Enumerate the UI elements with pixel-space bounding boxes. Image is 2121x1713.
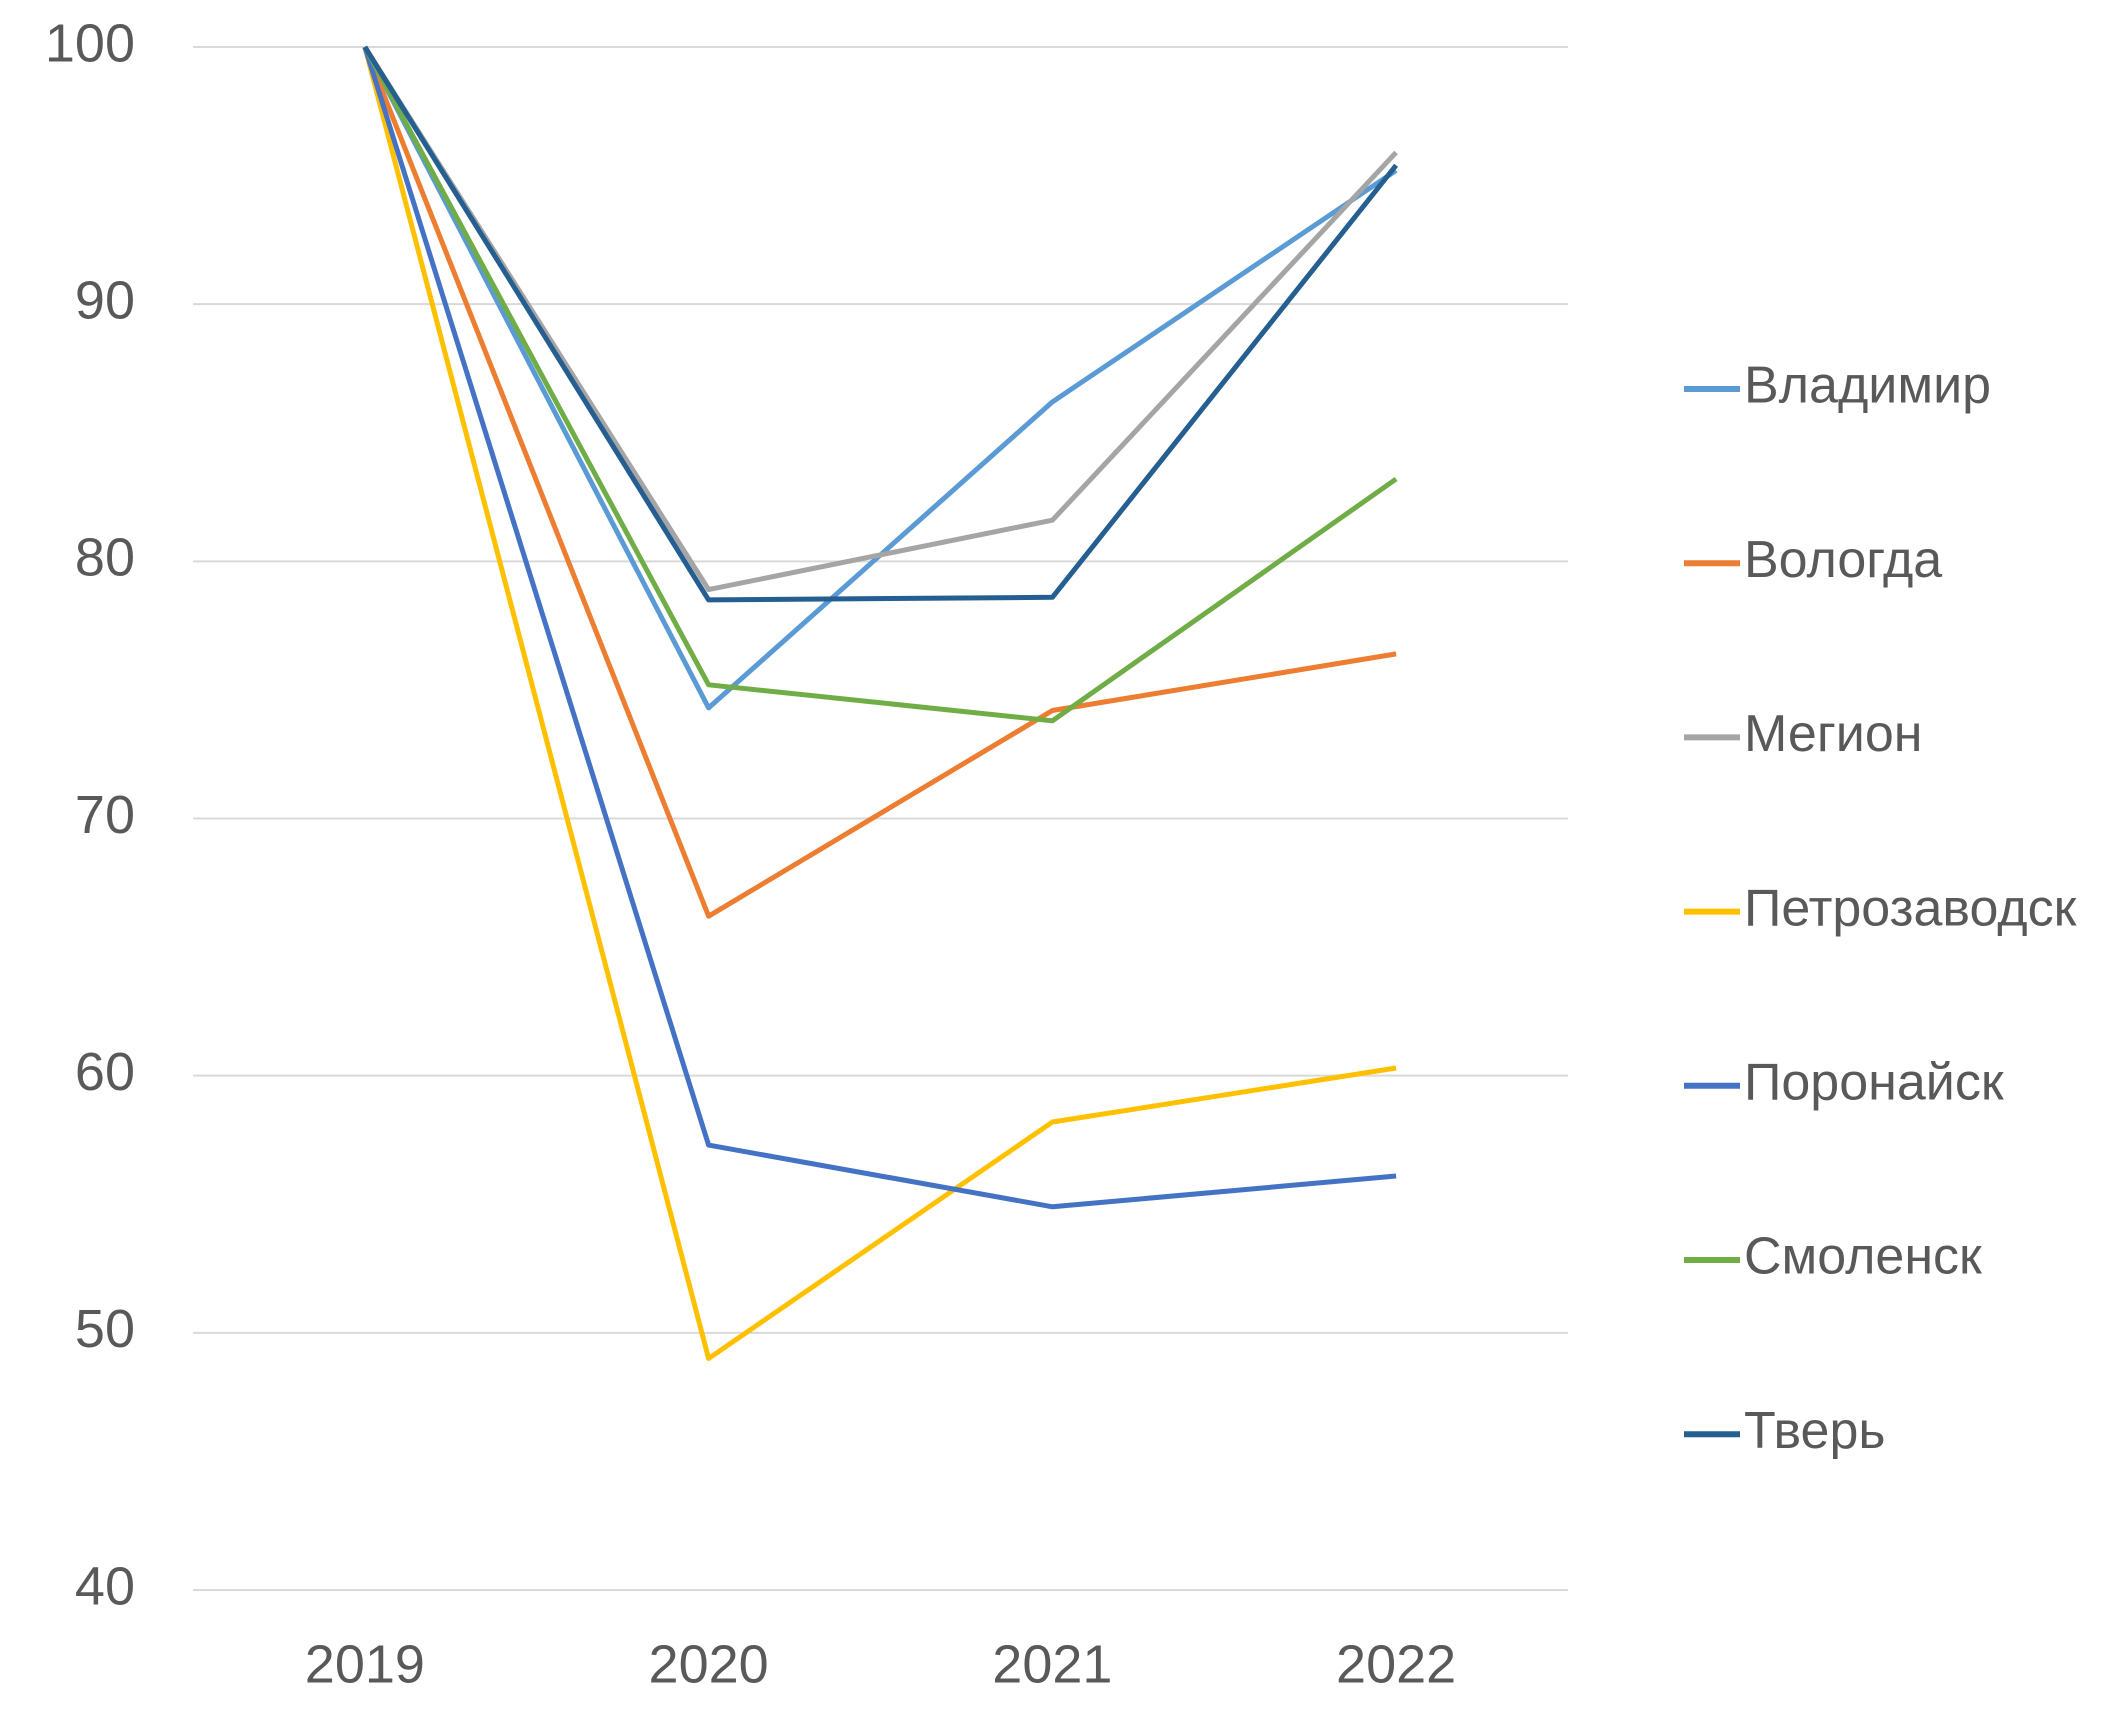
series-line: [362, 45, 1398, 724]
x-tick-label: 2019: [305, 1634, 425, 1694]
legend-label: Вологда: [1744, 531, 1942, 589]
series-line: [362, 46, 1397, 919]
series-line: [362, 45, 1398, 711]
y-tick-label: 40: [75, 1556, 135, 1616]
series-line: [362, 45, 1398, 593]
x-tick-label: 2020: [649, 1634, 769, 1694]
legend-label: Владимир: [1744, 357, 1991, 415]
legend-label: Мегион: [1744, 705, 1922, 763]
y-tick-label: 80: [75, 528, 135, 588]
y-tick-label: 60: [75, 1042, 135, 1102]
x-tick-label: 2022: [1336, 1634, 1456, 1694]
series-line: [362, 46, 1397, 1210]
y-tick-label: 70: [75, 785, 135, 845]
y-tick-label: 100: [45, 13, 135, 73]
legend-label: Поронайск: [1744, 1054, 2004, 1112]
legend-label: Петрозаводск: [1744, 879, 2077, 937]
series-line: [362, 45, 1399, 603]
y-tick-label: 50: [75, 1299, 135, 1359]
legend-label: Смоленск: [1744, 1228, 1982, 1286]
x-tick-label: 2021: [992, 1634, 1112, 1694]
legend-label: Тверь: [1744, 1402, 1885, 1460]
y-tick-label: 90: [75, 270, 135, 330]
series-line: [362, 46, 1397, 1361]
